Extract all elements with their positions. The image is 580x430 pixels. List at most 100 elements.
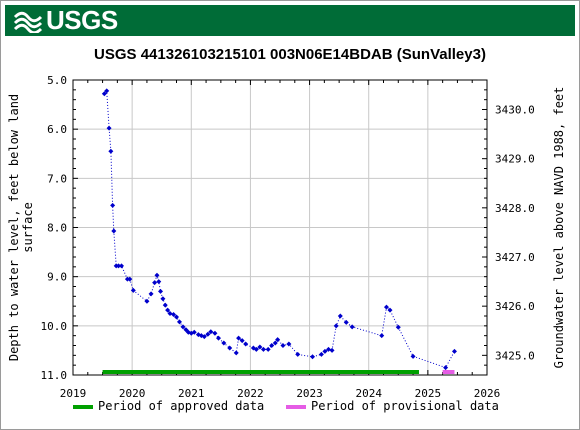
y-tick-label: 6.0	[47, 123, 67, 136]
y-axis-label-line-1: Depth to water level, feet below land	[7, 94, 21, 361]
x-tick-label: 2023	[296, 387, 323, 400]
data-point	[318, 351, 324, 357]
data-point	[174, 314, 179, 320]
data-point	[208, 329, 214, 335]
plot-area	[72, 79, 488, 376]
usgs-banner: USGS	[5, 5, 575, 36]
legend-swatch-provisional	[286, 405, 306, 409]
usgs-logo: USGS	[13, 6, 118, 35]
y2-axis-ticks: 3430.0 3429.0 3428.0 3427.0 3426.0 3425.0	[482, 79, 535, 376]
x-tick-label: 2024	[355, 387, 382, 400]
data-point	[253, 346, 259, 352]
y2-axis-label: Groundwater level above NAVD 1988, feet	[552, 87, 566, 369]
data-point	[286, 341, 292, 347]
period-bars	[102, 370, 455, 374]
data-point	[387, 307, 393, 313]
y-tick-label: 8.0	[47, 222, 67, 235]
y-axis-label-line-2: surface	[21, 202, 35, 253]
data-point	[101, 91, 107, 97]
data-point	[156, 279, 162, 285]
data-point	[108, 148, 114, 154]
data-point	[167, 311, 173, 317]
data-point	[118, 263, 124, 269]
chart-title: USGS 441326103215101 003N06E14BDAB (SunV…	[94, 46, 486, 63]
x-tick-label: 2025	[415, 387, 442, 400]
data-point	[443, 365, 449, 371]
provisional-period-bar	[442, 370, 455, 374]
data-point	[310, 354, 316, 360]
data-point	[349, 324, 355, 330]
data-point	[325, 346, 331, 352]
legend: Period of approved data Period of provis…	[73, 399, 499, 413]
approved-period-bar	[102, 370, 419, 374]
y-tick-label: 10.0	[41, 320, 68, 333]
y2-tick-label: 3425.0	[495, 349, 535, 362]
series-line	[103, 89, 455, 369]
data-point	[272, 340, 278, 346]
y2-tick-label: 3427.0	[495, 251, 535, 264]
data-point	[379, 333, 385, 339]
y-tick-label: 11.0	[41, 369, 68, 382]
y-tick-label: 9.0	[47, 271, 67, 284]
x-tick-label: 2019	[60, 387, 87, 400]
data-point	[260, 346, 266, 352]
data-point	[410, 353, 416, 359]
data-point	[165, 307, 171, 313]
data-point	[104, 88, 110, 94]
data-point	[110, 202, 116, 208]
data-point	[191, 329, 197, 335]
data-point	[451, 348, 457, 354]
data-point	[205, 331, 211, 337]
usgs-wave-icon	[13, 11, 43, 33]
data-point	[201, 334, 207, 340]
x-axis-ticks: 2019 2020 2021 2022 2023 2024 2025 2026	[60, 80, 501, 400]
data-point	[395, 324, 401, 330]
data-point	[257, 344, 263, 350]
y2-tick-label: 3430.0	[495, 104, 535, 117]
usgs-logo-text: USGS	[46, 5, 118, 35]
data-point	[221, 340, 227, 346]
y2-tick-label: 3429.0	[495, 153, 535, 166]
data-point	[127, 276, 133, 282]
data-point	[106, 125, 112, 131]
data-point	[152, 280, 158, 286]
data-point	[322, 348, 328, 354]
legend-label-provisional: Period of provisional data	[311, 399, 499, 413]
data-point	[236, 335, 242, 341]
data-point	[160, 296, 166, 302]
data-point	[212, 330, 218, 336]
data-point	[383, 304, 389, 310]
x-tick-label: 2021	[178, 387, 205, 400]
x-tick-label: 2020	[119, 387, 146, 400]
legend-swatch-approved	[73, 405, 93, 409]
grid	[72, 79, 488, 376]
y-axis-ticks: 5.0 6.0 7.0 8.0 9.0 10.0 11.0	[41, 74, 78, 382]
data-point	[275, 337, 281, 343]
data-point	[239, 338, 245, 344]
data-point	[337, 313, 343, 319]
y2-tick-label: 3426.0	[495, 300, 535, 313]
data-point	[158, 288, 164, 294]
data-point	[171, 312, 177, 318]
legend-label-approved: Period of approved data	[98, 399, 264, 413]
data-point	[329, 347, 335, 353]
x-tick-label: 2022	[237, 387, 264, 400]
data-point	[295, 351, 301, 357]
y-tick-label: 5.0	[47, 74, 67, 87]
data-point	[162, 302, 168, 308]
data-point	[243, 341, 249, 347]
data-point	[333, 323, 339, 329]
data-point	[215, 335, 221, 341]
data-point	[176, 319, 182, 325]
y-tick-label: 7.0	[47, 172, 67, 185]
data-point	[343, 319, 349, 325]
data-point	[154, 272, 160, 278]
data-point	[116, 263, 122, 269]
x-tick-label: 2026	[474, 387, 501, 400]
data-point	[269, 343, 275, 348]
series	[101, 88, 457, 371]
data-point	[227, 345, 233, 351]
y2-tick-label: 3428.0	[495, 202, 535, 215]
